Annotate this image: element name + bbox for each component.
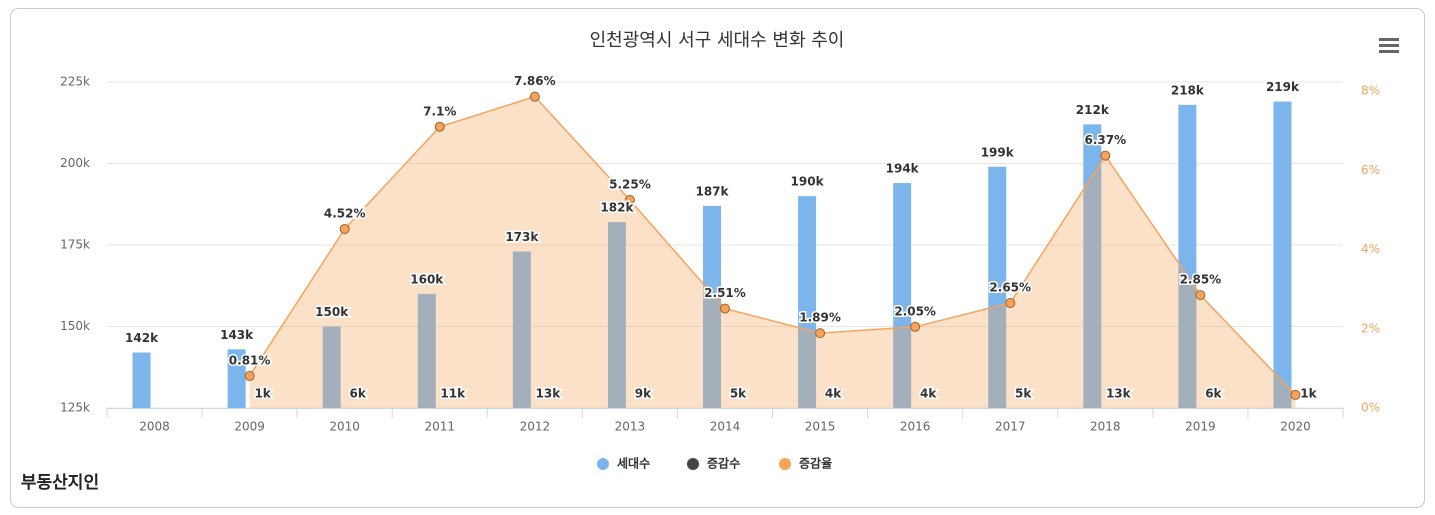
- bar: [227, 349, 246, 408]
- data-label: 187k: [695, 184, 729, 198]
- x-tick-label: 2010: [329, 420, 360, 434]
- y2-tick-label: 0%: [1361, 401, 1380, 415]
- menu-bar[interactable]: [1379, 44, 1399, 47]
- data-label: 1.89%: [799, 311, 841, 325]
- data-label: 143k: [220, 328, 254, 342]
- point: [244, 370, 255, 381]
- area-fill: [249, 96, 1296, 409]
- legend-symbol: [779, 458, 791, 470]
- data-label: 182k: [600, 201, 634, 215]
- bar: [703, 205, 721, 408]
- bar: [417, 293, 436, 408]
- point: [1195, 290, 1206, 301]
- x-tick-label: 2017: [995, 420, 1026, 434]
- point: [529, 91, 540, 102]
- data-label: 173k: [505, 230, 539, 244]
- data-label: 142k: [125, 331, 159, 345]
- data-label: 4k: [920, 387, 937, 401]
- data-label: 6.37%: [1084, 133, 1126, 147]
- x-tick-label: 2019: [1185, 420, 1216, 434]
- data-label: 212k: [1076, 103, 1110, 117]
- point: [1100, 150, 1111, 161]
- point: [624, 195, 635, 206]
- x-tick-label: 2013: [615, 420, 646, 434]
- data-label: 0.81%: [229, 353, 271, 367]
- x-tick-label: 2015: [805, 420, 836, 434]
- legend-symbol: [597, 458, 609, 470]
- data-label: 2.65%: [989, 281, 1031, 295]
- data-label: 2.51%: [704, 286, 746, 300]
- logo: 부동산지인: [21, 473, 99, 493]
- data-label: 1k: [254, 387, 271, 401]
- data-label: 9k: [635, 387, 652, 401]
- x-tick-label: 2008: [139, 420, 170, 434]
- y-tick-label: 200k: [60, 156, 90, 170]
- data-label: 13k: [1106, 387, 1132, 401]
- data-label: 150k: [315, 305, 349, 319]
- y-tick-label: 125k: [60, 401, 90, 415]
- point: [434, 121, 445, 132]
- y2-tick-label: 8%: [1361, 84, 1380, 98]
- bar: [1083, 124, 1102, 408]
- point: [1290, 389, 1301, 400]
- bar: [798, 196, 817, 408]
- point: [815, 328, 826, 339]
- legend-label: 증감율: [799, 456, 832, 471]
- y-tick-label: 150k: [60, 319, 90, 333]
- bar: [607, 222, 626, 408]
- x-tick-label: 2011: [424, 420, 455, 434]
- x-tick-label: 2014: [710, 420, 741, 434]
- data-label: 7.86%: [514, 74, 556, 88]
- x-tick-label: 2009: [234, 420, 265, 434]
- y-tick-label: 175k: [60, 238, 90, 252]
- data-label: 2.05%: [894, 304, 936, 318]
- x-tick-label: 2020: [1280, 420, 1311, 434]
- bar: [1273, 101, 1292, 408]
- bar: [1178, 104, 1197, 408]
- data-label: 160k: [410, 272, 444, 286]
- bar: [512, 251, 531, 408]
- menu-button[interactable]: [1379, 38, 1399, 53]
- data-label: 190k: [791, 175, 825, 189]
- bar: [988, 166, 1007, 408]
- legend-label: 세대수: [617, 456, 650, 471]
- point: [720, 303, 730, 314]
- data-label: 199k: [981, 145, 1015, 159]
- legend-label: 증감수: [707, 456, 740, 471]
- data-label: 5k: [1015, 387, 1032, 401]
- data-label: 194k: [886, 162, 920, 176]
- bar: [322, 326, 341, 408]
- legend-symbol: [687, 458, 699, 470]
- chart-title: 인천광역시 서구 세대수 변화 추이: [590, 30, 845, 51]
- menu-bar[interactable]: [1379, 50, 1399, 53]
- data-label: 7.1%: [423, 104, 456, 118]
- y2-tick-label: 4%: [1361, 242, 1380, 256]
- bar: [893, 183, 912, 408]
- data-label: 11k: [440, 387, 466, 401]
- y2-tick-label: 6%: [1361, 163, 1380, 177]
- bar: [132, 352, 151, 408]
- x-tick-label: 2018: [1090, 420, 1121, 434]
- x-tick-label: 2016: [900, 420, 931, 434]
- data-label: 4.52%: [324, 206, 366, 220]
- y2-tick-label: 2%: [1361, 321, 1380, 335]
- area-line: [248, 95, 1297, 396]
- data-label: 218k: [1171, 83, 1205, 97]
- data-label: 5k: [730, 387, 747, 401]
- data-label: 6k: [1205, 387, 1222, 401]
- menu-bar[interactable]: [1379, 38, 1399, 41]
- point: [339, 223, 350, 234]
- data-label: 6k: [350, 387, 367, 401]
- data-label: 5.25%: [609, 178, 651, 192]
- x-tick-label: 2012: [520, 420, 551, 434]
- data-label: 4k: [825, 387, 842, 401]
- data-label: 1k: [1300, 387, 1317, 401]
- y-tick-label: 225k: [60, 75, 90, 89]
- point: [1005, 298, 1016, 309]
- point: [910, 321, 921, 332]
- data-label: 2.85%: [1180, 273, 1222, 287]
- data-label: 219k: [1266, 80, 1300, 94]
- data-label: 13k: [536, 387, 562, 401]
